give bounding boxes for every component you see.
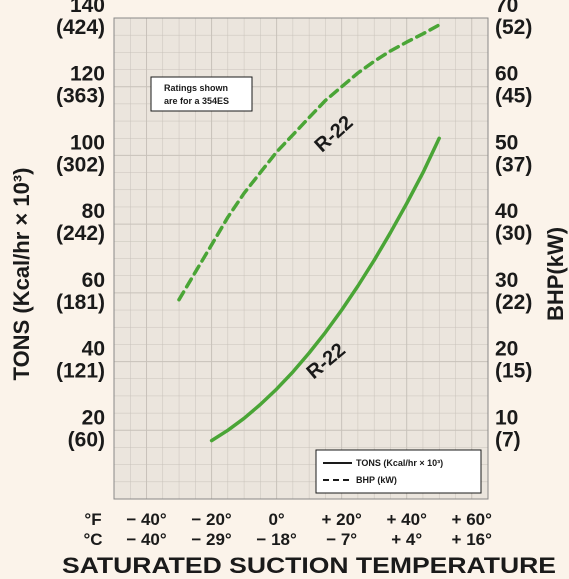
x-tick-label-fahrenheit: + 20° <box>321 510 362 529</box>
ratings-note-line-1: Ratings shown <box>164 83 228 93</box>
plot-frame <box>113 17 489 500</box>
y-left-tick-label: 140 <box>70 0 105 17</box>
series-layer <box>177 23 441 443</box>
y-right-tick-metric-label: (45) <box>495 85 532 108</box>
x-unit-fahrenheit: °F <box>84 510 101 529</box>
y-left-tick-metric-label: (181) <box>56 291 105 314</box>
y-right-tick-metric-label: (22) <box>495 291 532 314</box>
legend-label-tons: TONS (Kcal/hr × 10³) <box>356 458 443 468</box>
y-left-tick-metric-label: (363) <box>56 85 105 108</box>
x-tick-label-celsius: + 16° <box>452 530 493 549</box>
y-right-tick-metric-label: (30) <box>495 222 532 245</box>
y-right-tick-label: 20 <box>495 338 518 361</box>
x-tick-label-fahrenheit: − 40° <box>126 510 167 529</box>
x-axis-ticks: − 40°− 40° − 20°− 29° 0°− 18° + 20°− 7° + 40… <box>126 510 492 549</box>
x-axis-title: SATURATED SUCTION TEMPERATURE <box>62 553 556 578</box>
y-left-tick-label: 20 <box>82 406 105 429</box>
y-right-tick-label: 10 <box>495 406 518 429</box>
y-right-axis-title: BHP(kW) <box>543 227 568 321</box>
y-right-tick-label: 30 <box>495 269 518 292</box>
x-tick-label-celsius: − 40° <box>126 530 167 549</box>
y-right-tick-label: 70 <box>495 0 518 17</box>
y-right-tick-metric-label: (7) <box>495 428 521 451</box>
x-tick-label-celsius: + 4° <box>391 530 422 549</box>
y-left-tick-label: 40 <box>82 338 105 361</box>
ratings-note-line-2: are for a 354ES <box>164 96 229 106</box>
y-right-tick-label: 60 <box>495 63 518 86</box>
y-left-tick-label: 120 <box>70 63 105 86</box>
y-left-tick-label: 60 <box>82 269 105 292</box>
x-tick-label-celsius: − 29° <box>191 530 232 549</box>
y-left-tick-metric-label: (242) <box>56 222 105 245</box>
x-unit-celsius: °C <box>83 530 102 549</box>
legend-label-bhp: BHP (kW) <box>356 475 397 485</box>
y-left-axis-title: TONS (Kcal/hr × 10³) <box>9 168 34 381</box>
y-right-tick-metric-label: (52) <box>495 16 532 39</box>
x-tick-label-fahrenheit: + 40° <box>387 510 428 529</box>
x-tick-label-fahrenheit: − 20° <box>191 510 232 529</box>
y-right-tick-label: 40 <box>495 200 518 223</box>
x-tick-label-celsius: − 7° <box>326 530 357 549</box>
y-left-tick-metric-label: (60) <box>68 428 105 451</box>
y-right-tick-metric-label: (37) <box>495 153 532 176</box>
ratings-note: Ratings shown are for a 354ES <box>150 76 253 112</box>
y-left-tick-label: 100 <box>70 131 105 154</box>
y-left-tick-metric-label: (424) <box>56 16 105 39</box>
x-tick-label-fahrenheit: 0° <box>268 510 284 529</box>
legend: TONS (Kcal/hr × 10³) BHP (kW) <box>315 449 482 494</box>
bhp-series-line <box>177 23 441 302</box>
tons-series-line <box>209 136 441 443</box>
x-tick-label-celsius: − 18° <box>256 530 297 549</box>
left-axis-ticks: 140(424) 120(363) 100(302) 80(242) 60(181) 40… <box>56 0 105 451</box>
y-right-tick-metric-label: (15) <box>495 360 532 383</box>
y-left-tick-metric-label: (302) <box>56 153 105 176</box>
y-right-tick-label: 50 <box>495 131 518 154</box>
right-axis-ticks: 70(52) 60(45) 50(37) 40(30) 30(22) 20(15) 10(7… <box>495 0 532 451</box>
x-tick-label-fahrenheit: + 60° <box>452 510 493 529</box>
y-left-tick-label: 80 <box>82 200 105 223</box>
y-left-tick-metric-label: (121) <box>56 360 105 383</box>
